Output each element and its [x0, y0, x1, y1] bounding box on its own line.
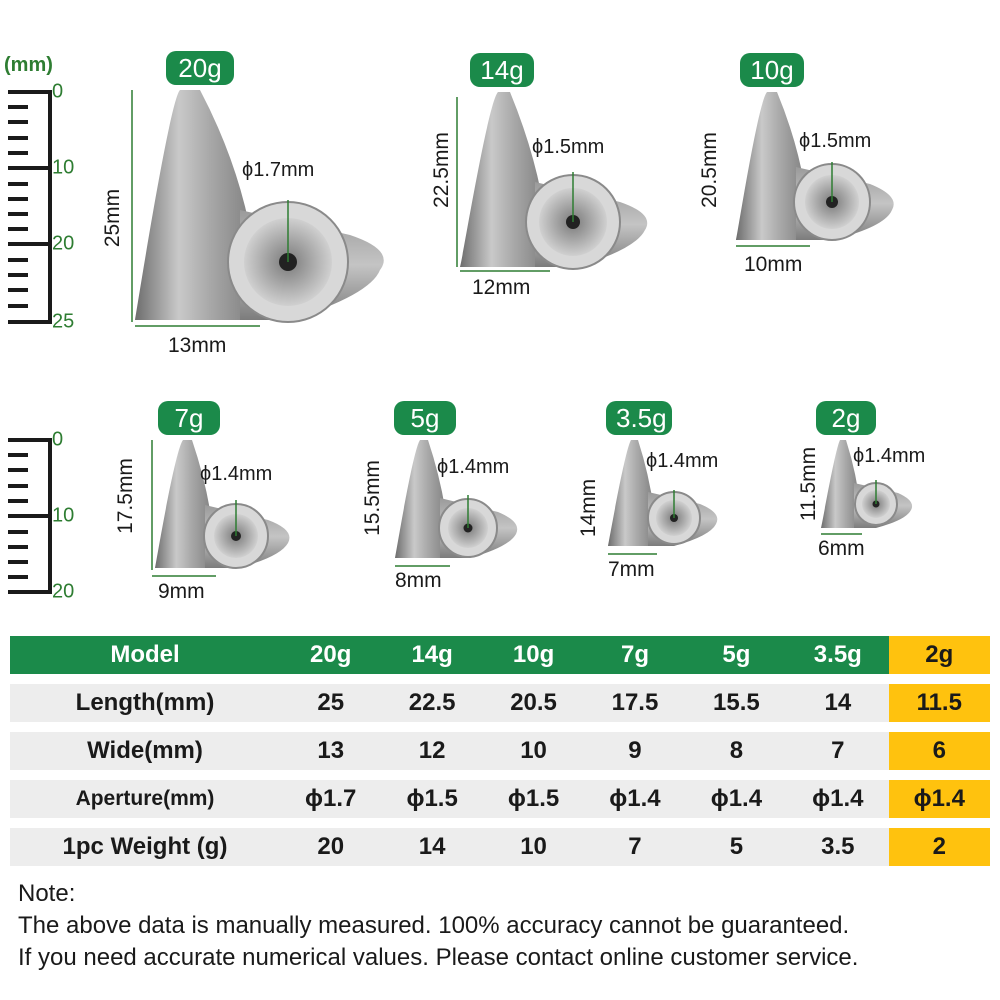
sinker-7g-image — [151, 440, 290, 577]
ruler-top: 0 10 20 25 — [0, 81, 100, 333]
width-label-20g: 13mm — [168, 334, 227, 357]
table-cell-highlight: 11.5 — [888, 684, 990, 722]
table-cell: ϕ1.4 — [787, 780, 889, 818]
ruler-label: 0 — [52, 80, 64, 103]
aperture-label-5g: ϕ1.4mm — [437, 456, 510, 478]
length-label-3-5g: 14mm — [577, 478, 601, 538]
table-header-cell: 7g — [584, 636, 686, 674]
width-label-3-5g: 7mm — [608, 558, 655, 581]
table-header-cell: 14g — [381, 636, 483, 674]
table-header-cell: 3.5g — [787, 636, 889, 674]
ruler-label: 25 — [52, 310, 75, 333]
table-row-label: Aperture(mm) — [10, 780, 280, 818]
ruler-label: 0 — [52, 428, 64, 451]
table-header-cell: 10g — [482, 636, 585, 674]
length-label-7g: 17.5mm — [113, 458, 137, 534]
table-header-row: Model 20g 14g 10g 7g 5g 3.5g 2g — [10, 636, 990, 674]
weight-badge-14g: 14g — [470, 53, 534, 87]
width-label-14g: 12mm — [472, 276, 531, 299]
weight-badge-10g: 10g — [740, 53, 804, 87]
table-cell: 8 — [685, 732, 788, 770]
weight-badge-7g: 7g — [158, 401, 220, 435]
table-cell: 7 — [787, 732, 889, 770]
sinker-3-5g-image — [608, 440, 718, 555]
sinker-2g-image — [821, 440, 913, 535]
table-row: Length(mm) 25 22.5 20.5 17.5 15.5 14 11.… — [10, 684, 990, 722]
table-cell: 9 — [584, 732, 686, 770]
table-cell: 12 — [381, 732, 483, 770]
length-label-14g: 22.5mm — [429, 132, 453, 208]
sinker-5g-image — [395, 440, 518, 567]
ruler-label: 20 — [52, 232, 75, 255]
length-label-5g: 15.5mm — [360, 460, 384, 536]
table-cell: 13 — [280, 732, 382, 770]
table-row-label: Length(mm) — [10, 684, 280, 722]
table-cell-highlight: ϕ1.4 — [888, 780, 990, 818]
ruler-label: 10 — [52, 504, 75, 527]
table-row: 1pc Weight (g) 20 14 10 7 5 3.5 2 — [10, 828, 990, 866]
note-line: The above data is manually measured. 100… — [18, 912, 850, 939]
table-cell-highlight: 2 — [888, 828, 990, 866]
table-cell: ϕ1.7 — [280, 780, 382, 818]
table-cell: 22.5 — [381, 684, 483, 722]
table-cell: ϕ1.5 — [381, 780, 483, 818]
table-cell: 5 — [685, 828, 788, 866]
table-header-cell-highlight: 2g — [888, 636, 990, 674]
spec-table: Model 20g 14g 10g 7g 5g 3.5g 2g Length(m… — [10, 626, 990, 876]
sinker-10g-image — [736, 92, 894, 247]
width-label-7g: 9mm — [158, 580, 205, 603]
table-cell: 15.5 — [685, 684, 788, 722]
aperture-label-7g: ϕ1.4mm — [200, 463, 273, 485]
table-cell: ϕ1.4 — [685, 780, 788, 818]
table-row-label: Wide(mm) — [10, 732, 280, 770]
note-title: Note: — [18, 880, 76, 907]
unit-label: (mm) — [4, 54, 53, 76]
table-cell-highlight: 6 — [888, 732, 990, 770]
note-line: If you need accurate numerical values. P… — [18, 944, 859, 971]
length-label-2g: 11.5mm — [797, 446, 821, 522]
weight-badge-5g: 5g — [394, 401, 456, 435]
sinker-14g-image — [456, 92, 648, 272]
table-cell: 10 — [482, 732, 585, 770]
sinker-20g-image — [131, 90, 384, 327]
table-row-label: 1pc Weight (g) — [10, 828, 280, 866]
ruler-label: 20 — [52, 580, 75, 603]
table-cell: 14 — [381, 828, 483, 866]
width-label-2g: 6mm — [818, 537, 865, 560]
table-cell: 14 — [787, 684, 889, 722]
table-header-cell: 5g — [685, 636, 788, 674]
table-cell: 20 — [280, 828, 382, 866]
table-cell: 3.5 — [787, 828, 889, 866]
aperture-label-2g: ϕ1.4mm — [853, 445, 926, 467]
length-label-10g: 20.5mm — [697, 132, 721, 208]
table-cell: 10 — [482, 828, 585, 866]
weight-badge-2g: 2g — [816, 401, 876, 435]
note-block: Note: The above data is manually measure… — [18, 878, 858, 974]
width-label-10g: 10mm — [744, 253, 803, 276]
table-row: Wide(mm) 13 12 10 9 8 7 6 — [10, 732, 990, 770]
aperture-label-3-5g: ϕ1.4mm — [646, 450, 719, 472]
table-cell: 25 — [280, 684, 382, 722]
table-cell: 17.5 — [584, 684, 686, 722]
table-cell: ϕ1.4 — [584, 780, 686, 818]
weight-badge-3-5g: 3.5g — [606, 401, 672, 435]
table-cell: 20.5 — [482, 684, 585, 722]
table-header-cell: 20g — [280, 636, 382, 674]
table-row: Aperture(mm) ϕ1.7 ϕ1.5 ϕ1.5 ϕ1.4 ϕ1.4 ϕ1… — [10, 780, 990, 818]
ruler-label: 10 — [52, 156, 75, 179]
length-label-20g: 25mm — [101, 188, 125, 248]
table-cell: 7 — [584, 828, 686, 866]
aperture-label-14g: ϕ1.5mm — [532, 136, 605, 158]
table-cell: ϕ1.5 — [482, 780, 585, 818]
width-label-5g: 8mm — [395, 569, 442, 592]
ruler-bottom: 0 10 20 — [0, 429, 100, 603]
aperture-label-10g: ϕ1.5mm — [799, 130, 872, 152]
weight-badge-20g: 20g — [166, 51, 234, 85]
aperture-label-20g: ϕ1.7mm — [242, 159, 315, 181]
table-header-cell: Model — [10, 636, 280, 674]
